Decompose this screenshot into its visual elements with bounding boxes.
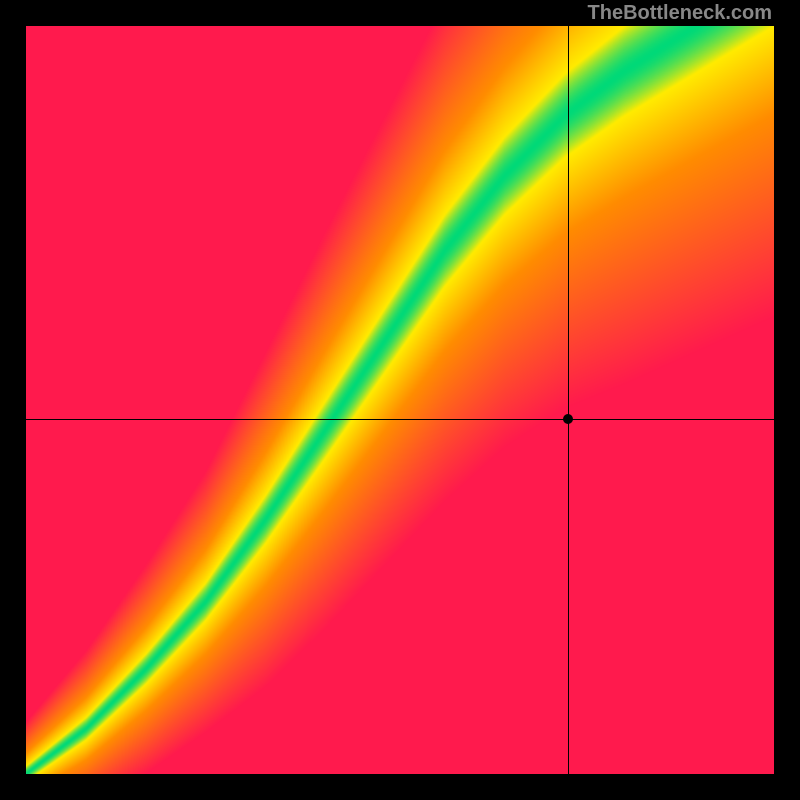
plot-area bbox=[26, 26, 774, 774]
heatmap-canvas bbox=[26, 26, 774, 774]
watermark-text: TheBottleneck.com bbox=[588, 2, 772, 25]
chart-container: TheBottleneck.com bbox=[0, 0, 800, 800]
crosshair-vertical bbox=[568, 26, 569, 774]
data-point-marker bbox=[563, 414, 573, 424]
crosshair-horizontal bbox=[26, 419, 774, 420]
